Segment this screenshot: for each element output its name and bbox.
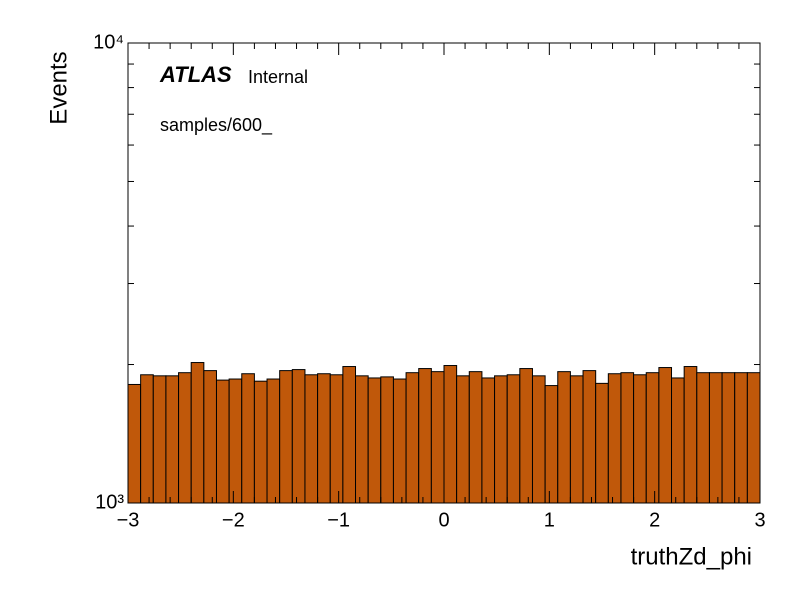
bar [203, 370, 217, 504]
bar [165, 375, 180, 504]
bar [531, 375, 546, 504]
experiment-label: ATLAS [159, 62, 232, 87]
bar [494, 375, 508, 504]
bar [291, 369, 306, 504]
bar [241, 373, 255, 504]
bar [215, 379, 230, 504]
y-axis-label: Events [45, 51, 72, 124]
bar [544, 385, 559, 504]
bar [443, 365, 458, 504]
bar [557, 371, 571, 504]
x-axis-label: truthZd_phi [631, 543, 752, 570]
bar [658, 367, 673, 504]
bar [367, 377, 382, 504]
bar [633, 374, 647, 504]
bar [405, 372, 420, 504]
bar [456, 375, 470, 504]
bar [595, 382, 609, 504]
x-tick-label: −3 [117, 509, 140, 531]
bar [721, 372, 736, 504]
bar [392, 378, 407, 504]
bar [582, 370, 597, 504]
y-tick-label: 10³ [95, 491, 124, 513]
bar [519, 368, 533, 504]
bar [708, 372, 723, 504]
bar [734, 372, 748, 504]
y-tick-label: 10⁴ [93, 31, 124, 53]
status-label: Internal [248, 67, 308, 87]
bar [607, 373, 622, 504]
x-tick-label: 0 [438, 509, 449, 531]
bar [671, 377, 685, 504]
x-tick-label: −2 [222, 509, 245, 531]
bar [152, 375, 167, 504]
bar [127, 383, 142, 504]
bar [620, 372, 635, 504]
bar [342, 366, 357, 504]
bar [506, 374, 521, 504]
bar [317, 373, 331, 504]
bar [430, 371, 445, 504]
bar [355, 375, 369, 504]
sample-label: samples/600_ [160, 115, 273, 136]
bar [418, 368, 432, 504]
bar [266, 378, 281, 504]
bar [380, 376, 394, 504]
x-tick-label: 1 [544, 509, 555, 531]
bar [228, 378, 243, 504]
x-tick-label: 2 [649, 509, 660, 531]
bar [696, 372, 710, 504]
bar [253, 380, 268, 504]
x-tick-label: −1 [327, 509, 350, 531]
bar [329, 374, 344, 504]
bar [481, 377, 496, 504]
bar [140, 374, 154, 504]
x-tick-label: 3 [754, 509, 765, 531]
bar [569, 375, 584, 504]
bar [468, 371, 483, 504]
bar [746, 372, 761, 504]
bar [645, 372, 660, 504]
bar [683, 366, 698, 504]
bar [190, 362, 205, 504]
bar [279, 370, 293, 504]
bar [178, 372, 192, 504]
bar [304, 374, 319, 504]
